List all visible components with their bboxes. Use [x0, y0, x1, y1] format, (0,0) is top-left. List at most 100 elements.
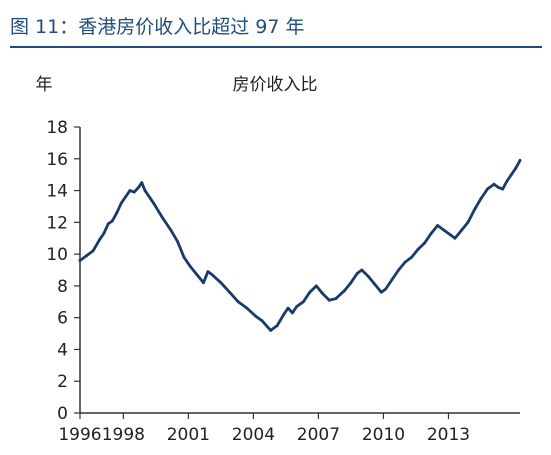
- data-point: [137, 186, 140, 189]
- data-point: [343, 289, 346, 293]
- data-point: [111, 219, 114, 223]
- data-point: [124, 195, 127, 199]
- data-point: [260, 319, 264, 323]
- x-tick-label: 2001: [167, 425, 210, 445]
- data-point: [436, 224, 439, 227]
- data-point: [78, 259, 82, 262]
- data-point: [442, 228, 446, 232]
- x-tick-label: 2004: [232, 425, 275, 445]
- data-point: [449, 233, 452, 237]
- y-tick-label: 6: [57, 309, 68, 329]
- x-axis-ticks: 1996 1998 2001 2004 2007 2010 2013: [58, 413, 470, 445]
- data-point: [360, 268, 364, 272]
- data-point: [269, 329, 273, 332]
- data-point: [254, 314, 257, 318]
- data-point: [479, 197, 483, 200]
- data-point: [429, 232, 433, 235]
- data-point: [202, 281, 205, 285]
- data-point: [119, 201, 123, 205]
- x-tick-label: 1996: [58, 425, 101, 445]
- data-point: [219, 281, 223, 285]
- data-point: [492, 182, 496, 186]
- x-tick-label: 2010: [362, 425, 405, 445]
- data-point: [195, 273, 199, 277]
- data-point: [379, 290, 383, 294]
- data-point: [509, 173, 513, 177]
- axes: [79, 127, 520, 414]
- x-tick-label: 2007: [297, 425, 340, 445]
- data-point: [453, 236, 457, 240]
- title-rule: [10, 46, 542, 48]
- data-point: [505, 179, 509, 183]
- data-point: [128, 189, 132, 193]
- data-point: [98, 238, 101, 242]
- y-tick-label: 18: [46, 118, 68, 138]
- data-point: [410, 255, 413, 259]
- data-point: [356, 271, 359, 275]
- data-point: [189, 265, 192, 269]
- data-point: [496, 186, 500, 189]
- y-axis-ticks: 0 2 4 6 8 10 12 14 16 18: [46, 118, 80, 424]
- data-point: [85, 254, 88, 258]
- data-point: [301, 300, 305, 304]
- data-point: [161, 216, 164, 220]
- data-point: [327, 298, 331, 302]
- data-point: [182, 255, 186, 259]
- y-tick-label: 14: [46, 182, 68, 202]
- data-point: [486, 187, 489, 191]
- data-point: [275, 324, 279, 327]
- data-point: [373, 282, 377, 286]
- data-point: [115, 211, 119, 215]
- data-point: [210, 273, 214, 277]
- data-point: [416, 247, 420, 251]
- data-point: [403, 260, 407, 264]
- y-tick-label: 10: [46, 245, 68, 265]
- data-point: [295, 305, 299, 308]
- y-tick-label: 4: [57, 340, 68, 360]
- series-group: [78, 159, 522, 332]
- data-point: [423, 241, 426, 245]
- y-tick-label: 8: [57, 277, 68, 297]
- y-tick-label: 2: [57, 372, 68, 392]
- y-tick-label: 12: [46, 213, 68, 233]
- data-point: [143, 189, 147, 193]
- data-point: [501, 187, 505, 191]
- y-axis-unit-label: 年: [36, 75, 53, 95]
- x-tick-label: 2013: [427, 425, 470, 445]
- data-point: [460, 228, 463, 232]
- data-point: [366, 275, 370, 278]
- data-point: [349, 281, 353, 285]
- y-tick-label: 0: [57, 404, 68, 424]
- data-point: [140, 181, 144, 185]
- data-point: [308, 290, 312, 294]
- data-point: [334, 297, 338, 300]
- data-point: [321, 292, 325, 296]
- data-point: [176, 240, 179, 243]
- data-point: [169, 228, 173, 232]
- data-point: [206, 270, 210, 273]
- data-point: [245, 306, 249, 310]
- data-point: [518, 159, 522, 162]
- figure-title: 图 11：香港房价收入比超过 97 年: [10, 16, 305, 38]
- data-point: [473, 208, 476, 212]
- chart-title: 房价收入比: [233, 75, 318, 95]
- data-point: [102, 232, 106, 235]
- x-tick-label: 1998: [102, 425, 145, 445]
- data-point: [514, 166, 518, 170]
- data-point: [236, 300, 240, 304]
- data-point: [152, 201, 156, 205]
- data-point: [390, 278, 394, 281]
- data-point: [466, 220, 470, 224]
- data-point: [106, 222, 110, 226]
- data-point: [228, 290, 232, 294]
- data-point: [286, 306, 290, 310]
- data-point: [384, 287, 387, 291]
- data-point: [314, 284, 318, 288]
- data-point: [397, 268, 400, 272]
- data-point: [91, 249, 95, 253]
- series-line-1: [78, 159, 522, 332]
- y-tick-label: 16: [46, 150, 68, 170]
- data-point: [291, 311, 294, 315]
- data-point: [282, 313, 286, 316]
